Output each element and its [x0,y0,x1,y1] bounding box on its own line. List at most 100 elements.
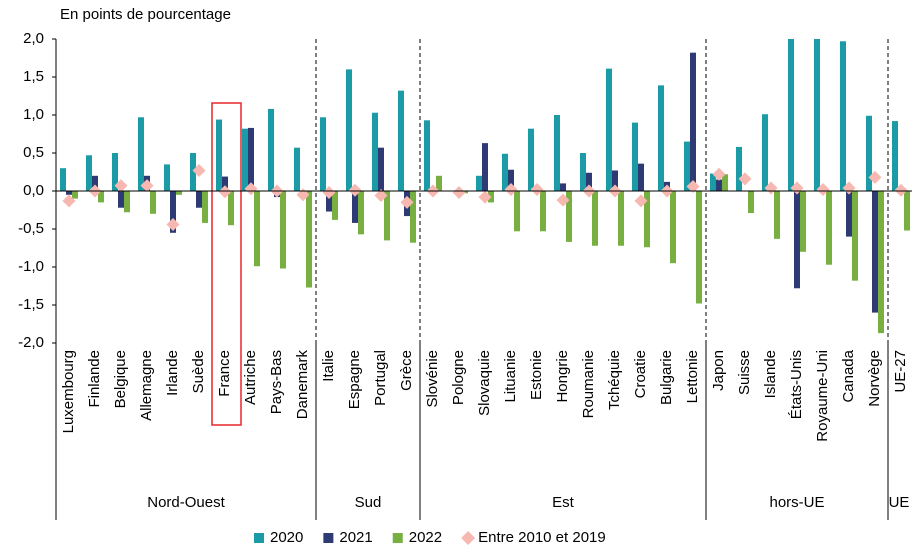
bar [840,41,846,191]
bar [788,39,794,191]
x-tick-label: Luxembourg [60,350,77,433]
x-tick-label: Grèce [398,350,415,391]
marker [738,172,752,186]
marker [712,167,726,181]
bar [254,191,260,267]
bar [644,191,650,248]
marker [400,195,414,209]
bar [476,175,482,191]
marker [452,186,466,200]
x-tick-label: Portugal [372,350,389,406]
bar [528,128,534,191]
x-tick-label: Canada [840,349,857,402]
legend-swatch [323,533,334,543]
bar [670,191,676,264]
bar [202,191,208,223]
group-label: Nord-Ouest [147,494,225,511]
y-tick-label: -1,0 [18,258,44,275]
bar [346,69,352,191]
x-tick-label: Finlande [86,350,103,408]
bar [762,114,768,191]
bar [352,191,358,223]
bar [736,146,742,191]
marker [530,182,544,196]
x-tick-label: Slovénie [424,350,441,408]
x-tick-label: Japon [710,350,727,391]
bar [150,191,156,214]
bar [398,90,404,191]
bar [658,85,664,191]
bar [696,191,702,304]
bar [92,175,98,191]
bar [112,153,118,191]
bar [320,117,326,191]
group-label: Sud [355,494,382,511]
y-tick-label: -0,5 [18,220,44,237]
bar [190,153,196,191]
y-tick-label: 0,0 [23,182,44,199]
bar [592,191,598,246]
x-tick-label: Estonie [528,350,545,400]
x-tick-label: Pays-Bas [268,350,285,414]
legend-swatch [254,533,264,543]
marker [62,194,76,208]
bar [372,112,378,191]
bar [826,191,832,265]
bar [436,175,442,191]
bar [716,179,722,191]
bar [72,191,78,199]
x-tick-label: Croatie [632,350,649,398]
bar [332,191,338,220]
x-tick-label: Autriche [242,350,259,405]
bar [794,191,800,289]
bar [846,191,852,237]
bar [384,191,390,241]
y-tick-label: 1,5 [23,68,44,85]
bar [358,191,364,235]
x-tick-label: Royaume-Uni [814,350,831,442]
bar [852,191,858,281]
bar [268,108,274,191]
bar [554,115,560,191]
bar [306,191,312,288]
bar [378,147,384,191]
bar [710,173,716,191]
x-tick-label: Roumanie [580,350,597,418]
x-tick-label: Suisse [736,350,753,395]
x-tick-label: Italie [320,350,337,382]
bar [66,191,72,195]
bar [748,191,754,214]
bar [248,127,254,191]
x-tick-label: Islande [762,350,779,398]
bar [60,168,66,191]
x-tick-label: Danemark [294,350,311,420]
group-label: hors-UE [769,494,824,511]
bar [774,191,780,239]
x-tick-label: Belgique [112,350,129,408]
group-label: UE [889,494,910,511]
bar [410,191,416,243]
marker [504,182,518,196]
y-axis-label: En points de pourcentage [60,6,231,23]
x-tick-label: Lettonie [684,350,701,403]
bar [86,155,92,191]
x-tick-label: Norvège [866,350,883,407]
bar [872,191,878,313]
marker [816,182,830,196]
bar [580,153,586,191]
x-tick-label: Hongrie [554,350,571,403]
marker [140,179,154,193]
x-tick-label: États-Unis [788,350,805,419]
marker [296,188,310,202]
bar [124,191,130,213]
bar [618,191,624,246]
x-tick-label: Bulgarie [658,350,675,405]
legend-marker [461,531,476,545]
x-tick-label: Espagne [346,350,363,409]
bar [586,172,592,191]
x-tick-label: Tchéquie [606,350,623,410]
x-tick-label: Suède [190,350,207,393]
bar [294,147,300,191]
